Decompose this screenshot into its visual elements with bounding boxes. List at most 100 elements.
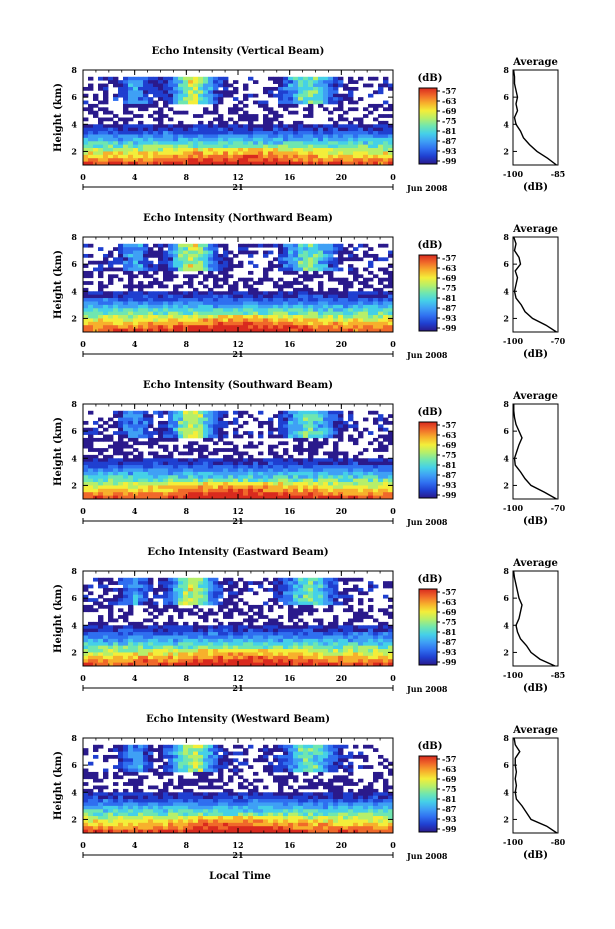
date-label: Jun 2008 bbox=[406, 517, 448, 527]
x-tick-label: 8 bbox=[184, 339, 190, 349]
average-title: Average bbox=[512, 558, 558, 569]
colorbar-tick-label: -63 bbox=[442, 430, 457, 440]
average-x-label: (dB) bbox=[523, 349, 548, 360]
x-tick-label: 0 bbox=[390, 840, 396, 850]
x-tick-label: 8 bbox=[184, 506, 190, 516]
day-label: 21 bbox=[232, 850, 243, 860]
colorbar-gradient bbox=[418, 421, 438, 499]
date-label: Jun 2008 bbox=[406, 851, 448, 861]
chart-title: Echo Intensity (Southward Beam) bbox=[143, 380, 333, 391]
y-tick-label: 8 bbox=[71, 733, 77, 743]
x-tick-label: 12 bbox=[232, 172, 243, 182]
average-title: Average bbox=[512, 224, 558, 235]
panel-5: Echo Intensity (Westward Beam) Height (km… bbox=[53, 714, 566, 861]
colorbar-tick-label: -57 bbox=[442, 86, 456, 96]
y-tick-label: 6 bbox=[71, 426, 77, 436]
x-tick-label: 0 bbox=[390, 506, 396, 516]
average-x-tick-label: -100 bbox=[503, 837, 523, 847]
colorbar-tick-label: -69 bbox=[442, 607, 457, 617]
colorbar: (dB) -57-63-69-75-81-87-93-99 bbox=[418, 741, 457, 834]
day-label: 21 bbox=[232, 349, 243, 359]
average-y-tick-label: 2 bbox=[503, 313, 509, 323]
average-profile: Average 2 4 6 8 -100 -85(dB) bbox=[503, 558, 565, 694]
colorbar-tick-label: -81 bbox=[442, 794, 456, 804]
x-tick-label: 12 bbox=[232, 673, 243, 683]
date-label: Jun 2008 bbox=[406, 183, 448, 193]
colorbar-tick-label: -99 bbox=[442, 323, 457, 333]
average-frame bbox=[512, 69, 559, 166]
colorbar-tick-label: -93 bbox=[442, 313, 457, 323]
average-frame bbox=[512, 737, 559, 834]
x-tick-label: 20 bbox=[336, 339, 348, 349]
average-profile: Average 2 4 6 8 -100 -70(dB) bbox=[503, 391, 566, 527]
panel-1: Echo Intensity (Vertical Beam) Height (km… bbox=[53, 46, 565, 193]
colorbar-tick-label: -57 bbox=[442, 587, 456, 597]
average-y-tick-label: 6 bbox=[503, 259, 509, 269]
average-line bbox=[513, 236, 557, 333]
colorbar-tick-label: -93 bbox=[442, 146, 457, 156]
colorbar-unit: (dB) bbox=[418, 240, 443, 251]
x-axis-title: Local Time bbox=[209, 871, 271, 882]
average-x-tick-label: -100 bbox=[503, 670, 523, 680]
colorbar-tick-label: -81 bbox=[442, 460, 456, 470]
y-tick-label: 6 bbox=[71, 92, 77, 102]
day-label: 21 bbox=[232, 182, 243, 192]
heatmap: 2 4 6 8 0 4 8 12 16 20 0 21 Jun 2008 bbox=[71, 399, 447, 527]
average-y-tick-label: 6 bbox=[503, 593, 509, 603]
x-tick-label: 20 bbox=[336, 673, 348, 683]
colorbar-tick-label: -81 bbox=[442, 627, 456, 637]
colorbar-tick-label: -63 bbox=[442, 263, 457, 273]
average-y-tick-label: 8 bbox=[503, 733, 509, 743]
y-axis-label: Height (km) bbox=[53, 417, 64, 486]
average-x-label: (dB) bbox=[523, 182, 548, 193]
x-tick-label: 4 bbox=[132, 339, 138, 349]
y-axis-label: Height (km) bbox=[53, 83, 64, 152]
chart-title: Echo Intensity (Vertical Beam) bbox=[152, 46, 325, 57]
colorbar-tick-label: -81 bbox=[442, 293, 456, 303]
heatmap: 2 4 6 8 0 4 8 12 16 20 0 21 Jun 2008 bbox=[71, 733, 447, 861]
colorbar-tick-label: -63 bbox=[442, 597, 457, 607]
x-tick-label: 20 bbox=[336, 840, 348, 850]
y-tick-label: 4 bbox=[71, 453, 77, 463]
x-tick-label: 4 bbox=[132, 673, 138, 683]
average-x-label: (dB) bbox=[523, 516, 548, 527]
average-x-label: (dB) bbox=[523, 850, 548, 861]
average-y-tick-label: 4 bbox=[503, 787, 509, 797]
x-tick-label: 0 bbox=[80, 172, 86, 182]
y-tick-label: 4 bbox=[71, 787, 77, 797]
chart-title: Echo Intensity (Eastward Beam) bbox=[147, 547, 328, 558]
average-x-tick-label: -80 bbox=[551, 837, 566, 847]
panel-4: Echo Intensity (Eastward Beam) Height (km… bbox=[53, 547, 565, 694]
x-tick-label: 4 bbox=[132, 840, 138, 850]
average-y-tick-label: 4 bbox=[503, 453, 509, 463]
average-y-tick-label: 6 bbox=[503, 92, 509, 102]
x-tick-label: 0 bbox=[390, 673, 396, 683]
average-y-tick-label: 4 bbox=[503, 620, 509, 630]
average-frame bbox=[512, 570, 559, 667]
colorbar: (dB) -57-63-69-75-81-87-93-99 bbox=[418, 73, 457, 166]
x-tick-label: 12 bbox=[232, 506, 243, 516]
colorbar: (dB) -57-63-69-75-81-87-93-99 bbox=[418, 240, 457, 333]
x-tick-label: 16 bbox=[284, 506, 296, 516]
y-tick-label: 4 bbox=[71, 119, 77, 129]
x-tick-label: 20 bbox=[336, 506, 348, 516]
colorbar-tick-label: -93 bbox=[442, 814, 457, 824]
colorbar-gradient bbox=[418, 588, 438, 666]
average-y-tick-label: 8 bbox=[503, 65, 509, 75]
colorbar-tick-label: -63 bbox=[442, 96, 457, 106]
y-axis-label: Height (km) bbox=[53, 584, 64, 653]
y-axis-label: Height (km) bbox=[53, 250, 64, 319]
colorbar-tick-label: -87 bbox=[442, 470, 456, 480]
average-y-tick-label: 8 bbox=[503, 566, 509, 576]
y-tick-label: 6 bbox=[71, 593, 77, 603]
colorbar-unit: (dB) bbox=[418, 73, 443, 84]
average-x-tick-label: -100 bbox=[503, 503, 523, 513]
colorbar: (dB) -57-63-69-75-81-87-93-99 bbox=[418, 407, 457, 500]
average-y-tick-label: 2 bbox=[503, 814, 509, 824]
colorbar-tick-label: -99 bbox=[442, 824, 457, 834]
y-tick-label: 4 bbox=[71, 620, 77, 630]
x-tick-label: 12 bbox=[232, 339, 243, 349]
panel-3: Echo Intensity (Southward Beam) Height (k… bbox=[53, 380, 566, 527]
colorbar-tick-label: -75 bbox=[442, 116, 456, 126]
colorbar: (dB) -57-63-69-75-81-87-93-99 bbox=[418, 574, 457, 667]
